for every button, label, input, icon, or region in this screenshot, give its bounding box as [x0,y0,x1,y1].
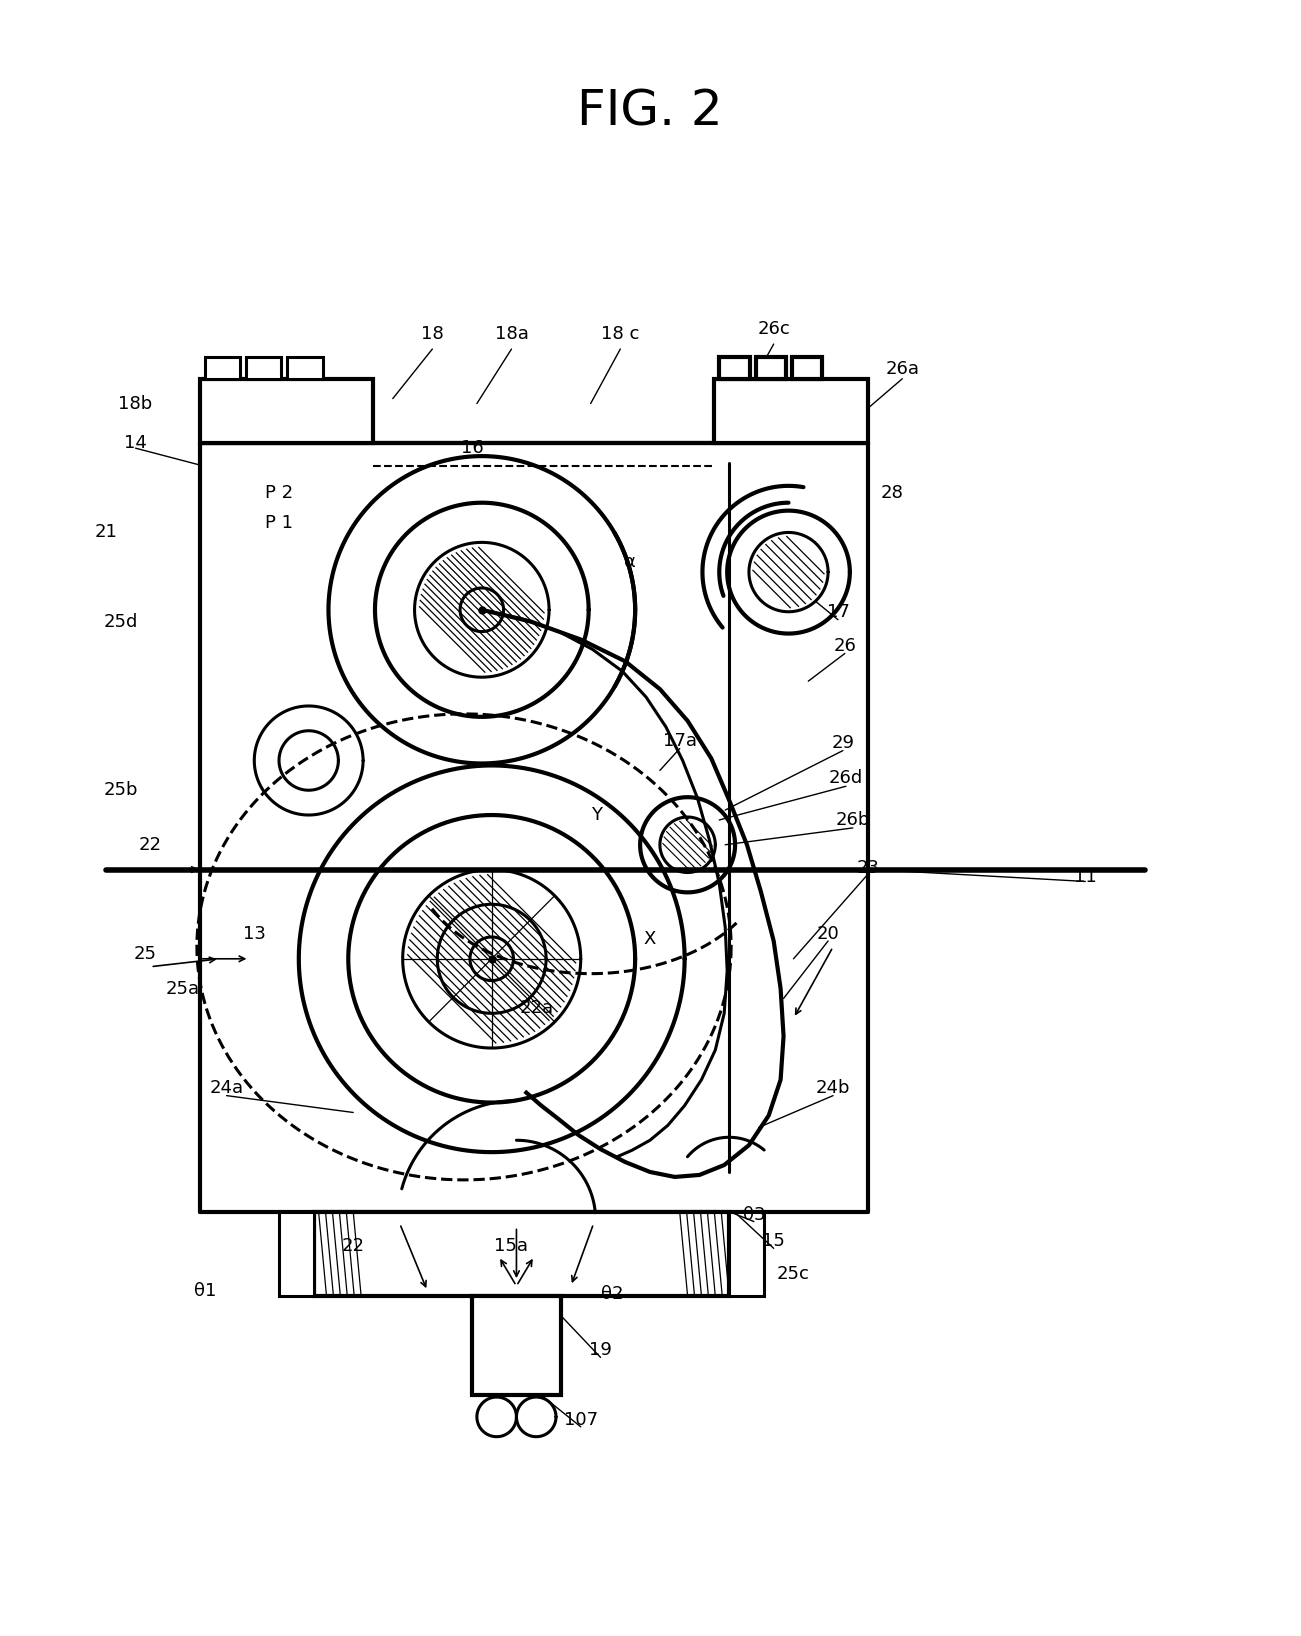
Text: 16: 16 [461,438,483,456]
Text: 23: 23 [856,859,879,877]
Text: 18: 18 [422,326,444,344]
Bar [288,357,323,380]
Text: 11: 11 [1073,869,1097,887]
Text: 15: 15 [762,1232,785,1250]
Text: 26: 26 [834,638,856,656]
Text: 22: 22 [342,1237,364,1255]
Bar [314,1212,729,1296]
Text: 22a: 22a [519,1000,553,1018]
Text: 18a: 18a [494,326,528,344]
Text: θ3: θ3 [743,1206,765,1224]
Text: 22: 22 [139,836,161,854]
Text: 28: 28 [881,484,904,502]
Text: 26b: 26b [835,811,870,829]
Text: 18 c: 18 c [601,326,640,344]
Text: 24b: 24b [816,1078,851,1096]
Text: FIG. 2: FIG. 2 [578,87,723,136]
Text: 29: 29 [831,733,855,751]
Text: 25b: 25b [104,782,138,800]
Text: 26d: 26d [829,769,863,787]
Text: 25: 25 [134,946,157,964]
Text: Y: Y [591,807,602,825]
Bar [729,1212,764,1296]
Text: X: X [644,929,656,947]
Bar [472,1296,561,1396]
Text: 19: 19 [589,1342,611,1360]
Text: 107: 107 [563,1410,598,1428]
Bar [792,357,822,380]
Text: 14: 14 [124,434,147,452]
Bar [719,357,749,380]
Text: 17a: 17a [662,731,696,749]
Text: 25d: 25d [104,612,138,631]
Text: α: α [624,553,636,571]
Bar [200,380,373,443]
Text: 25a: 25a [167,980,200,998]
Text: 26c: 26c [757,321,790,339]
Bar [714,380,868,443]
Text: 21: 21 [95,524,117,542]
Bar [278,1212,314,1296]
Text: 13: 13 [243,924,265,942]
Text: θ2: θ2 [601,1284,623,1302]
Text: 18b: 18b [118,394,152,412]
Text: θ1: θ1 [194,1283,216,1301]
Text: 25c: 25c [777,1265,811,1283]
Text: P 1: P 1 [265,514,293,532]
Text: 17: 17 [826,602,850,620]
Text: 26a: 26a [885,360,920,378]
Bar [246,357,281,380]
Text: 20: 20 [817,924,839,942]
Bar [756,357,786,380]
Bar [204,357,241,380]
Text: 24a: 24a [209,1078,243,1096]
Text: P 2: P 2 [265,484,293,502]
Text: 15a: 15a [494,1237,528,1255]
